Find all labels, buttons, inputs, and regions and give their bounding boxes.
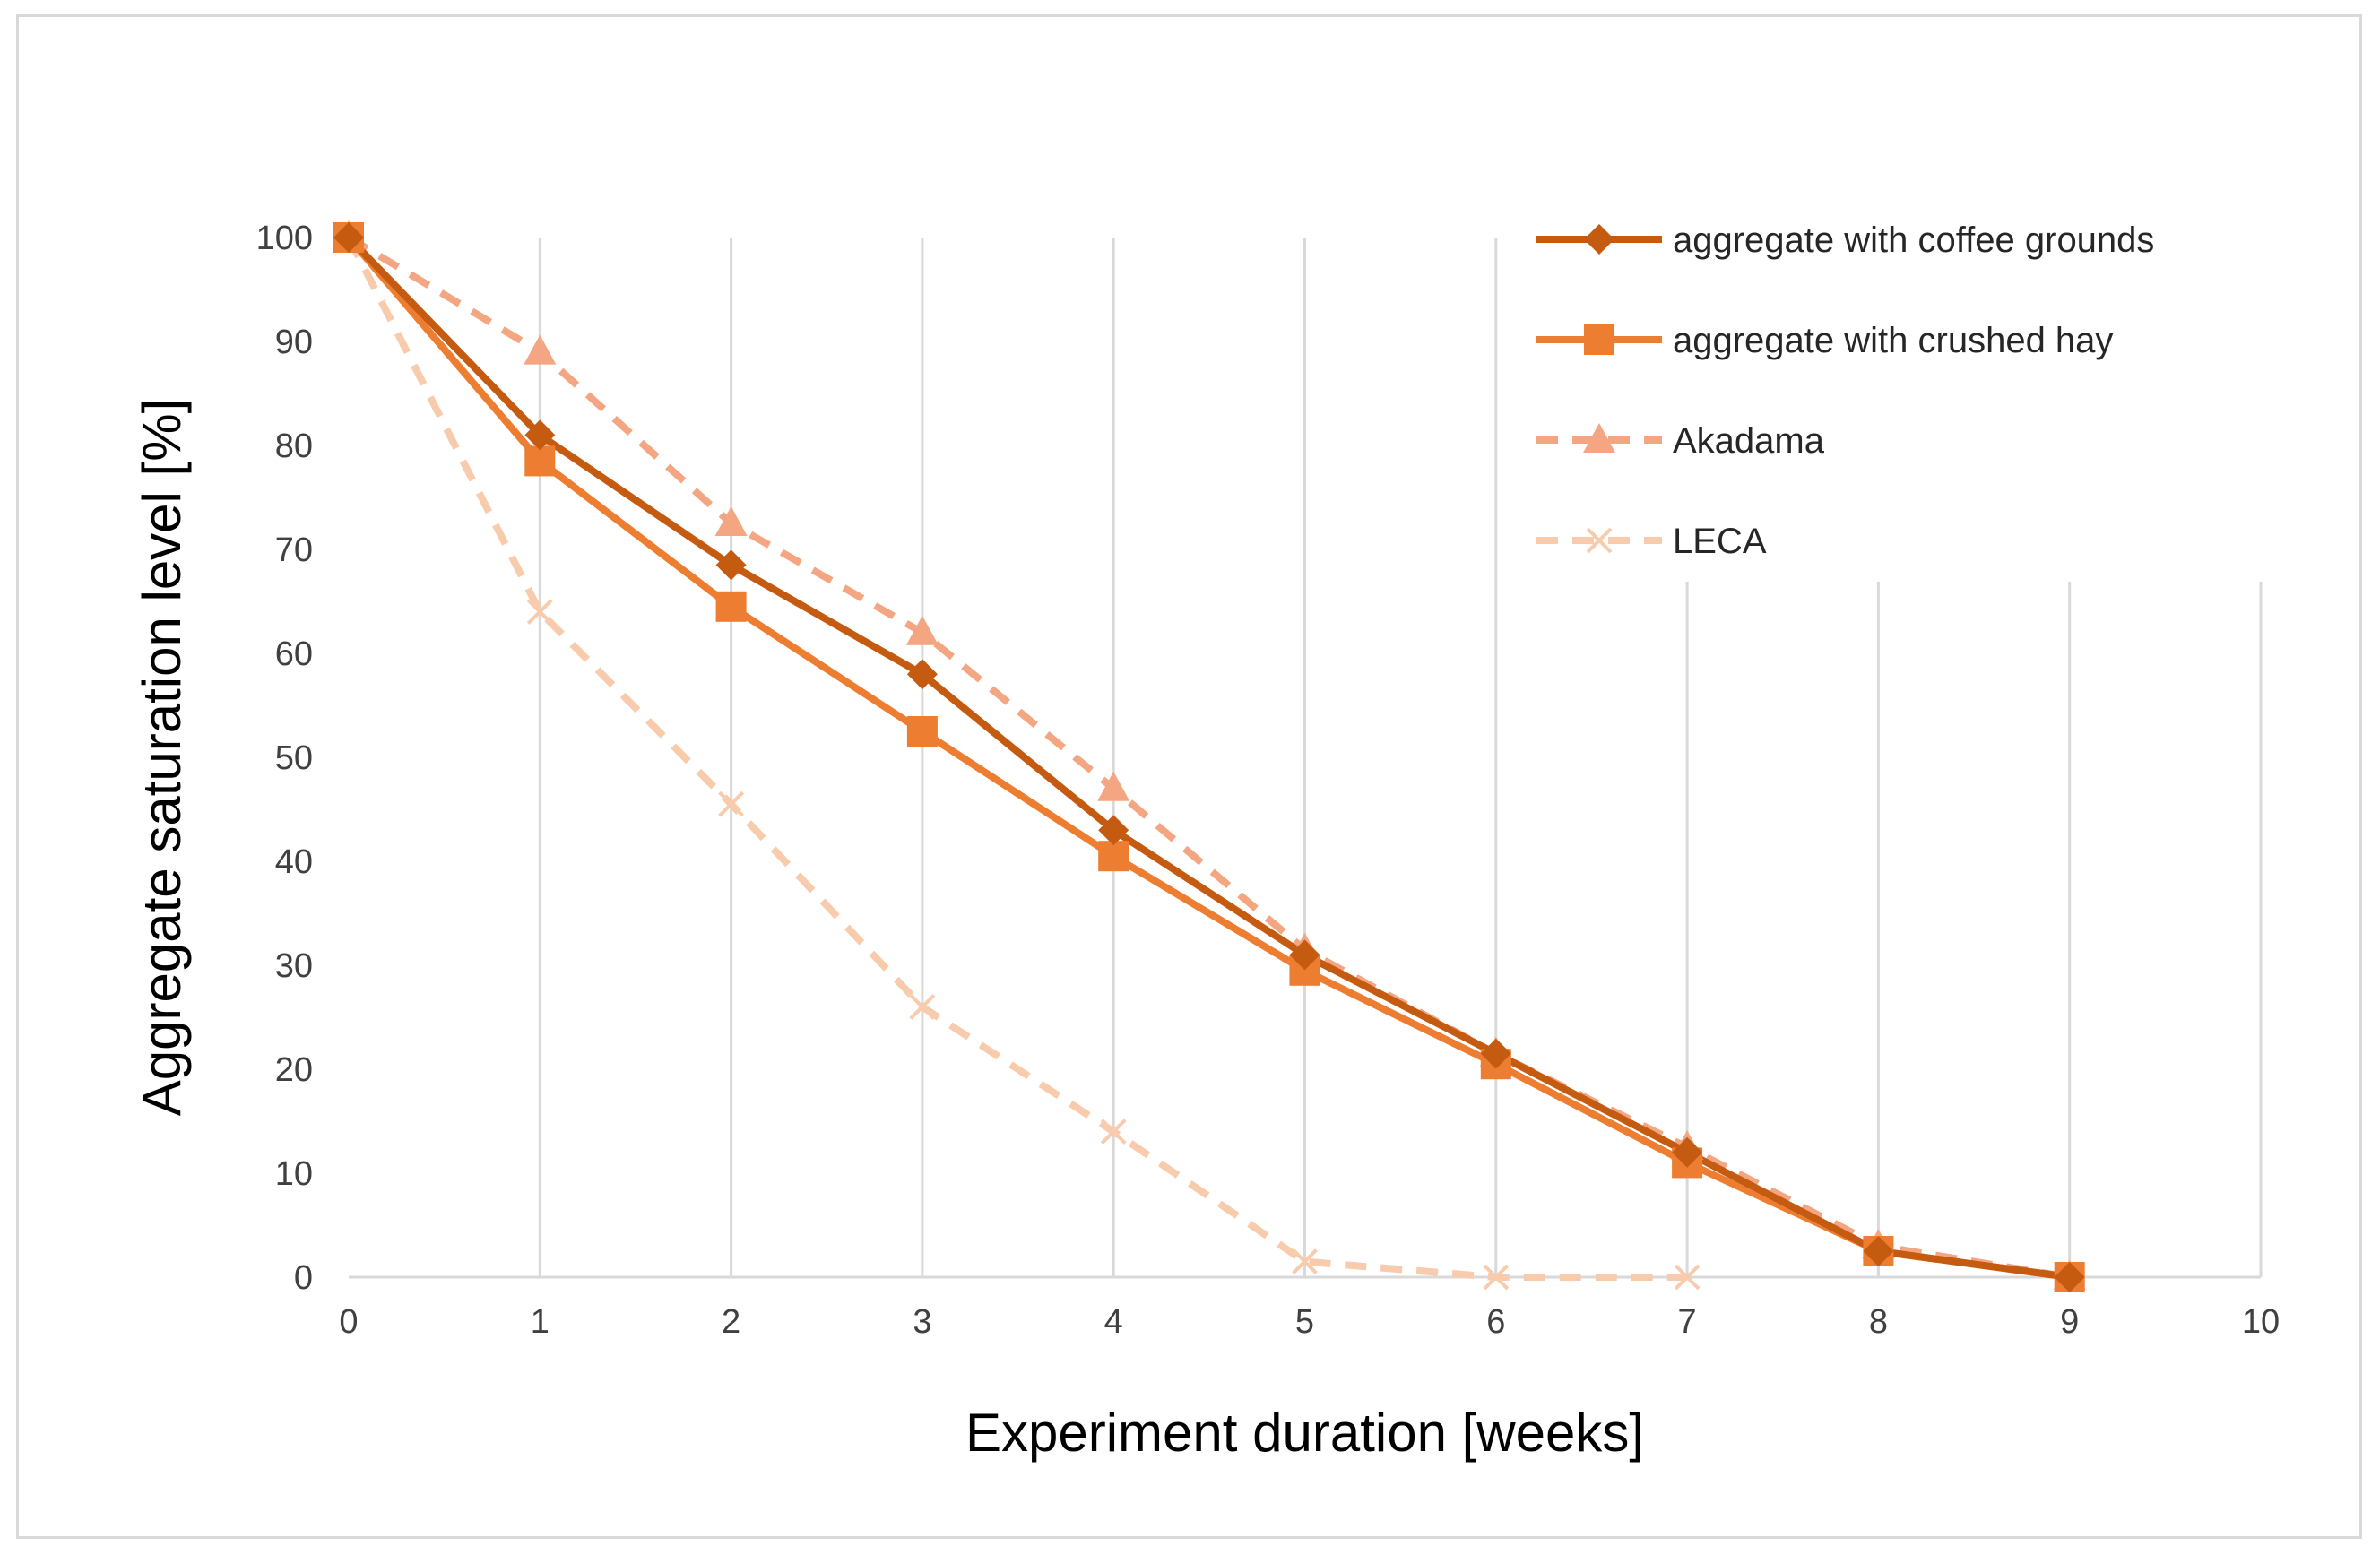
data-point-s1-0 (333, 222, 364, 253)
data-point-s1-3 (906, 659, 938, 690)
data-point-s3-4 (1097, 771, 1130, 801)
x-tick-label-2: 2 (722, 1303, 740, 1341)
legend-swatch-marker-2 (1584, 324, 1614, 355)
x-tick-label-4: 4 (1104, 1303, 1123, 1341)
x-tick-label-5: 5 (1295, 1303, 1314, 1341)
y-axis-title: Aggregate saturation level [%] (132, 399, 192, 1116)
y-tick-label-40: 40 (275, 843, 313, 881)
data-point-s4-5-stroke-b (1292, 1248, 1318, 1275)
data-point-s1-6 (1480, 1038, 1511, 1069)
y-tick-label-20: 20 (275, 1051, 313, 1089)
data-point-s1-7 (1672, 1136, 1703, 1168)
data-point-s1-2 (715, 549, 747, 581)
legend-label-2: aggregate with crushed hay (1673, 321, 2113, 360)
series-line-2 (345, 235, 2071, 1281)
data-point-s3-2 (714, 506, 748, 536)
data-point-s4-7 (1674, 1264, 1701, 1291)
legend: aggregate with coffee grounds aggregate w… (1536, 220, 2154, 561)
legend-swatch-marker-4-stroke-b (1586, 527, 1613, 554)
x-tick-label-0: 0 (339, 1303, 358, 1341)
legend-entry-4: LECA (1536, 522, 1767, 561)
data-point-s4-6 (1483, 1264, 1510, 1291)
data-point-s4-2-stroke-b (718, 790, 745, 817)
x-tick-label-9: 9 (2060, 1303, 2079, 1341)
data-point-s4-3-stroke-b (909, 993, 936, 1020)
legend-entry-2: aggregate with crushed hay (1536, 321, 2113, 360)
data-point-s4-4 (1100, 1119, 1127, 1145)
data-point-s4-1-stroke-b (526, 599, 553, 626)
series-line-3 (346, 234, 2071, 1281)
y-tick-label-80: 80 (275, 428, 313, 465)
markers-group (333, 220, 2086, 1292)
data-point-s2-2 (715, 591, 747, 622)
x-tick-label-1: 1 (531, 1303, 550, 1341)
gridlines (538, 238, 2263, 1277)
chart-frame: 0 1 2 3 4 5 6 7 8 9 10 0 10 20 30 40 50 60 70 80 90 100 aggre… (16, 14, 2362, 1539)
data-point-s4-6-stroke-b (1483, 1264, 1510, 1291)
x-tick-label-6: 6 (1486, 1303, 1505, 1341)
data-point-s1-1 (524, 419, 556, 451)
y-tick-label-90: 90 (275, 324, 313, 361)
data-point-s4-4-stroke-b (1100, 1119, 1127, 1145)
data-point-s2-4 (1098, 841, 1129, 872)
data-point-s4-3 (909, 993, 936, 1020)
x-tick-label-3: 3 (913, 1303, 931, 1341)
data-point-s4-2 (718, 790, 745, 817)
x-tick-label-8: 8 (1869, 1303, 1888, 1341)
y-tick-label-50: 50 (275, 739, 313, 777)
legend-swatch-marker-3 (1583, 423, 1615, 453)
legend-label-4: LECA (1673, 522, 1767, 561)
data-point-s1-8 (1863, 1236, 1894, 1266)
y-tick-label-100: 100 (256, 220, 313, 257)
data-point-s3-3 (905, 615, 939, 645)
y-tick-label-70: 70 (275, 531, 313, 569)
x-tick-label-10: 10 (2242, 1303, 2280, 1341)
legend-entry-1: aggregate with coffee grounds (1536, 220, 2154, 260)
series-group (345, 234, 2071, 1281)
data-point-s3-1 (524, 334, 557, 365)
data-point-s4-1 (526, 599, 553, 626)
x-axis-title: Experiment duration [weeks] (965, 1403, 1644, 1463)
legend-swatch-marker-1 (1584, 224, 1614, 255)
legend-swatch-marker-4 (1586, 527, 1613, 554)
legend-label-1: aggregate with coffee grounds (1673, 220, 2154, 260)
legend-entry-3: Akadama (1536, 421, 1825, 461)
data-point-s1-4 (1098, 815, 1129, 846)
x-tick-label-7: 7 (1678, 1303, 1697, 1341)
data-point-s4-7-stroke-b (1674, 1264, 1701, 1291)
legend-label-3: Akadama (1673, 421, 1825, 461)
y-tick-label-60: 60 (275, 635, 313, 673)
y-tick-label-30: 30 (275, 947, 313, 985)
series-line-4 (345, 236, 1688, 1281)
data-point-s1-9 (2054, 1262, 2085, 1292)
data-point-s2-3 (906, 716, 938, 747)
data-point-s1-5 (1289, 939, 1320, 971)
y-tick-label-10: 10 (275, 1155, 313, 1193)
data-point-s2-1 (524, 445, 556, 477)
data-point-s4-5 (1292, 1248, 1318, 1275)
y-tick-label-0: 0 (294, 1259, 313, 1297)
series-line-1 (346, 235, 2071, 1281)
